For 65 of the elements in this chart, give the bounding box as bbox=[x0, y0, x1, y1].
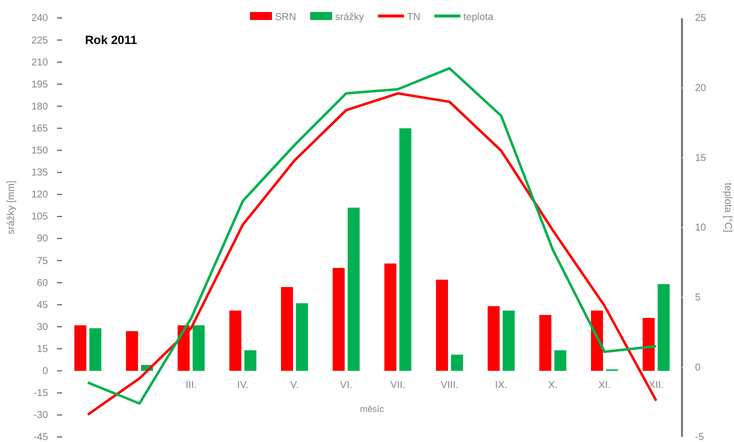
bar bbox=[332, 268, 345, 371]
y2-tick-label: -5 bbox=[695, 432, 704, 442]
y-tick-label: 105 bbox=[31, 212, 48, 223]
y-tick-label: 135 bbox=[31, 168, 48, 179]
bar bbox=[451, 354, 463, 371]
y-tick-label: 150 bbox=[31, 146, 48, 157]
y-axis-title: srážky [mm] bbox=[6, 180, 17, 234]
bar bbox=[436, 280, 448, 371]
bar bbox=[126, 331, 138, 371]
bar bbox=[244, 350, 256, 371]
y-tick-label: 240 bbox=[31, 13, 48, 24]
x-tick-label: XII. bbox=[648, 380, 664, 391]
bar bbox=[296, 303, 308, 371]
bar bbox=[74, 325, 86, 371]
x-tick-label: X. bbox=[548, 380, 558, 391]
y-tick-label: 225 bbox=[31, 35, 48, 46]
y-tick-label: 120 bbox=[31, 190, 48, 201]
y-tick-label: 0 bbox=[42, 366, 48, 378]
x-tick-label: XI. bbox=[598, 380, 611, 391]
y-tick-label: 75 bbox=[36, 256, 48, 267]
y-tick-label: 195 bbox=[31, 79, 48, 90]
x-tick-label: III. bbox=[186, 380, 197, 391]
legend-label: SRN bbox=[275, 12, 296, 23]
bar bbox=[281, 287, 293, 371]
y2-axis-title: teplota [°C] bbox=[722, 182, 733, 233]
bar bbox=[89, 328, 102, 371]
y-tick-label: 45 bbox=[36, 300, 48, 311]
bar bbox=[539, 314, 552, 371]
x-tick-label: VI. bbox=[340, 380, 352, 391]
y-tick-label: -30 bbox=[34, 410, 48, 422]
bar bbox=[488, 306, 500, 371]
legend-label: TN bbox=[407, 12, 420, 23]
bar bbox=[399, 128, 412, 371]
y2-tick-label: 25 bbox=[695, 13, 707, 24]
y-tick-label: 180 bbox=[31, 101, 48, 112]
bar bbox=[348, 208, 360, 371]
x-tick-label: VII. bbox=[390, 380, 406, 391]
x-tick-label: VIII. bbox=[440, 380, 458, 391]
x-tick-label: IX. bbox=[495, 380, 508, 391]
legend-label: teplota bbox=[463, 12, 494, 23]
y2-tick-label: 15 bbox=[695, 152, 707, 164]
bar bbox=[192, 325, 205, 371]
x-tick-label: IV. bbox=[237, 380, 248, 391]
y-tick-label: 210 bbox=[31, 57, 48, 68]
legend-label: srážky bbox=[335, 12, 364, 23]
bar bbox=[642, 318, 655, 371]
y-tick-label: 15 bbox=[36, 344, 48, 355]
bar bbox=[591, 310, 603, 371]
y2-tick-label: 0 bbox=[695, 362, 701, 374]
y2-tick-label: 20 bbox=[695, 83, 707, 94]
x-tick-label: V. bbox=[290, 380, 299, 391]
y-tick-label: -15 bbox=[34, 388, 48, 400]
bar bbox=[384, 264, 396, 371]
x-axis-title: měsíc bbox=[360, 404, 384, 414]
y-tick-label: 90 bbox=[36, 234, 48, 245]
y-tick-label: -45 bbox=[34, 432, 48, 442]
bar bbox=[554, 350, 566, 371]
y-tick-label: 30 bbox=[36, 322, 48, 333]
bar bbox=[229, 310, 242, 371]
text: Rok 2011 bbox=[85, 33, 138, 47]
y2-tick-label: 10 bbox=[695, 222, 707, 234]
bar bbox=[502, 310, 515, 371]
y2-tick-label: 5 bbox=[695, 292, 701, 304]
y-tick-label: 165 bbox=[31, 123, 48, 134]
y-tick-label: 60 bbox=[36, 278, 48, 289]
